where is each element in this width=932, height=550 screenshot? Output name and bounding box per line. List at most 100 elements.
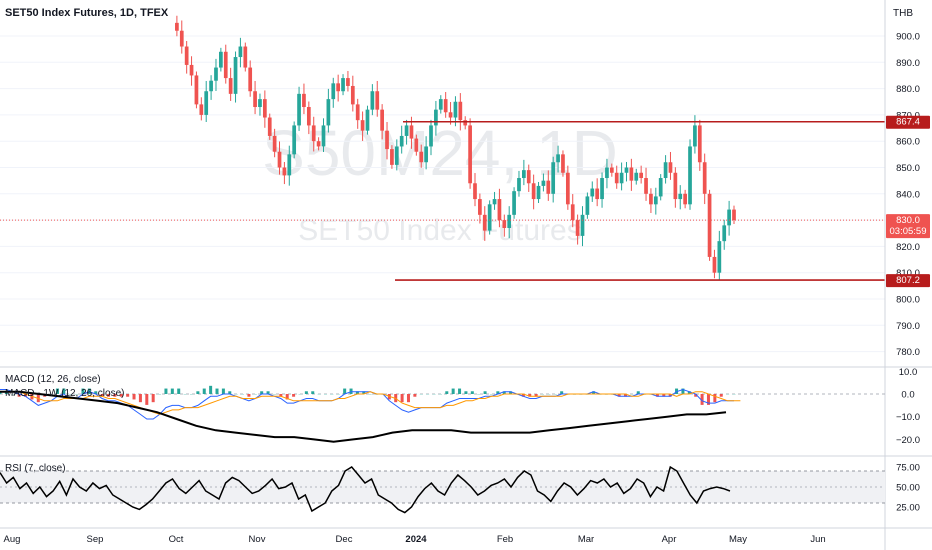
candle-body [204, 91, 209, 115]
macd-histogram-bar [317, 394, 321, 395]
time-tick-label: Mar [578, 534, 594, 545]
candle-body [492, 199, 497, 205]
macd-histogram-bar [534, 394, 538, 397]
candle-body [292, 125, 297, 155]
price-tick-label: 850.0 [896, 163, 920, 174]
candle-body [732, 209, 736, 221]
candle-body [556, 154, 560, 163]
macd-panel[interactable] [0, 385, 885, 443]
macd-histogram-bar [272, 394, 276, 395]
rsi-panel[interactable] [0, 465, 885, 514]
time-tick-label: Nov [249, 534, 266, 545]
time-tick-label: Jun [810, 534, 825, 545]
candle-body [219, 51, 223, 68]
candle-body [370, 91, 375, 110]
macd-histogram-bar [189, 394, 193, 395]
candle-body [297, 93, 301, 126]
candle-body [512, 191, 516, 215]
candle-body [424, 146, 428, 163]
currency-label[interactable]: THB [893, 8, 913, 19]
candle-body [580, 214, 585, 236]
candle-body [443, 99, 448, 113]
macd-histogram-bar [470, 391, 474, 394]
macd-histogram-bar [464, 391, 468, 394]
macd-histogram-bar [100, 394, 104, 397]
candle-body [311, 125, 316, 142]
candle-body [267, 117, 272, 136]
macd-histogram-bar [158, 394, 162, 395]
time-tick-label: Dec [336, 534, 353, 545]
macd-histogram-bar [247, 394, 251, 397]
candle-body [258, 99, 262, 108]
candle-body [693, 125, 697, 147]
time-tick-label: Feb [497, 534, 513, 545]
candle-body [712, 256, 717, 273]
candle-body [502, 220, 507, 228]
candle-body [302, 93, 306, 108]
macd-histogram-bar [713, 394, 717, 403]
candlestick-series[interactable] [175, 15, 736, 280]
macd-histogram-bar [706, 394, 710, 405]
macd-histogram-bar [241, 394, 245, 395]
candle-body [575, 220, 580, 236]
price-tick-label: 880.0 [896, 84, 920, 95]
macd-histogram-bar [17, 394, 21, 397]
candle-body [565, 172, 570, 205]
time-axis[interactable]: Aug Sep Oct Nov Dec 2024 Feb Mar Apr May Jun [4, 534, 826, 545]
candle-body [600, 178, 604, 200]
macd-histogram-bar [126, 394, 130, 397]
candle-body [243, 46, 248, 68]
macd-histogram-bar [502, 391, 506, 394]
candle-body [380, 109, 384, 131]
macd-histogram-bar [509, 391, 513, 394]
candle-body [688, 146, 692, 205]
candle-body [184, 46, 189, 65]
macd-histogram-bar [196, 391, 200, 394]
candle-body [272, 135, 277, 152]
watermark-symbol: S50M24, 1D [262, 117, 618, 189]
rsi-tick-label: 25.00 [896, 503, 920, 514]
candle-body [282, 167, 287, 176]
time-tick-label: Aug [4, 534, 21, 545]
macd-histogram-bar [253, 394, 257, 395]
candle-body [346, 78, 350, 86]
rsi-band-fill [0, 471, 885, 503]
candle-body [541, 180, 546, 186]
candle-body [458, 101, 463, 121]
candle-body [238, 46, 243, 58]
time-tick-label: Apr [662, 534, 677, 545]
candle-body [385, 130, 389, 150]
signal-line [0, 391, 741, 415]
rsi-tick-label: 50.00 [896, 483, 920, 494]
candle-body [473, 183, 477, 200]
macd-weekly-title[interactable]: MACD - 1W (12, 26, close) [5, 388, 124, 399]
candle-body [668, 162, 673, 173]
candle-body [482, 214, 487, 231]
candle-body [629, 167, 634, 181]
candle-body [624, 167, 629, 173]
candle-body [663, 162, 668, 179]
macd-histogram-bar [719, 394, 723, 397]
symbol-title[interactable]: SET50 Index Futures, 1D, TFEX [5, 7, 169, 19]
candle-body [609, 167, 614, 173]
macd-histogram-bar [343, 388, 347, 394]
candle-body [522, 170, 526, 179]
macd-histogram-bar [285, 394, 289, 400]
macd-histogram-bar [694, 394, 698, 397]
candle-body [341, 78, 345, 92]
candle-body [478, 199, 482, 215]
macd-histogram-bar [636, 391, 640, 394]
candle-body [634, 172, 639, 181]
rsi-title[interactable]: RSI (7, close) [5, 463, 66, 474]
macd-tick-label: −10.0 [896, 412, 920, 423]
candle-body [463, 120, 468, 126]
macd-histogram-bar [132, 394, 136, 400]
macd-histogram-bar [413, 394, 417, 397]
candle-body [360, 120, 365, 131]
macd-histogram-bar [292, 394, 296, 397]
macd-histogram-bar [94, 391, 98, 394]
macd-histogram-bar [592, 391, 596, 394]
horizontal-levels[interactable] [0, 120, 885, 281]
macd-title[interactable]: MACD (12, 26, close) [5, 374, 101, 385]
